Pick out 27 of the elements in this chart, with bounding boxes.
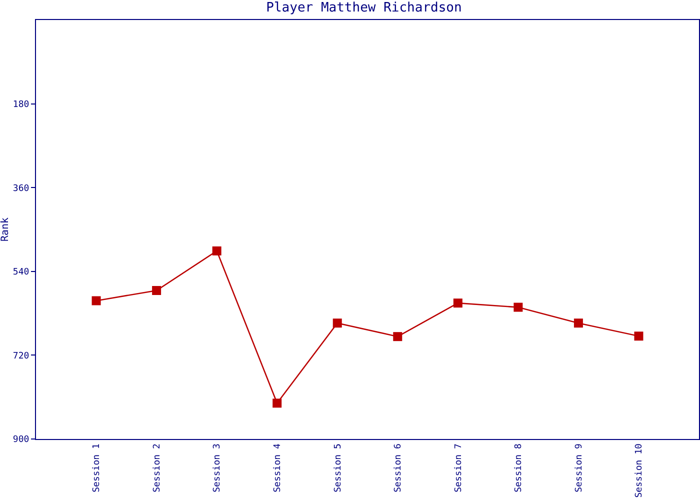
x-tick-label: Session 4 bbox=[273, 444, 284, 492]
x-tick-label: Session 8 bbox=[514, 444, 524, 492]
x-tick-label: Session 7 bbox=[454, 444, 464, 492]
x-tick-label: Session 5 bbox=[333, 444, 344, 492]
y-tick-label: 720 bbox=[12, 351, 30, 362]
y-tick-label: 540 bbox=[12, 268, 30, 278]
point bbox=[92, 296, 101, 306]
point bbox=[574, 318, 583, 328]
x-tick-label: Session 1 bbox=[92, 444, 102, 492]
y-tick-label: 900 bbox=[12, 435, 30, 446]
point bbox=[393, 332, 402, 342]
y-axis-title: Rank bbox=[0, 217, 11, 242]
point bbox=[453, 298, 462, 308]
x-tick-label: Session 6 bbox=[394, 444, 404, 492]
x-tick-label: Session 2 bbox=[152, 444, 162, 492]
point bbox=[272, 398, 282, 408]
point bbox=[152, 286, 162, 295]
y-tick-label: 180 bbox=[12, 100, 30, 110]
x-tick-label: Session 9 bbox=[574, 444, 584, 492]
y-tick-label: 360 bbox=[12, 184, 30, 194]
point bbox=[332, 318, 342, 328]
x-tick-label: Session 3 bbox=[212, 444, 223, 492]
point bbox=[212, 246, 222, 256]
point bbox=[514, 302, 523, 312]
x-tick-label: Session 10 bbox=[634, 444, 645, 498]
chart-title: Player Matthew Richardson bbox=[266, 0, 462, 16]
point bbox=[634, 332, 644, 341]
